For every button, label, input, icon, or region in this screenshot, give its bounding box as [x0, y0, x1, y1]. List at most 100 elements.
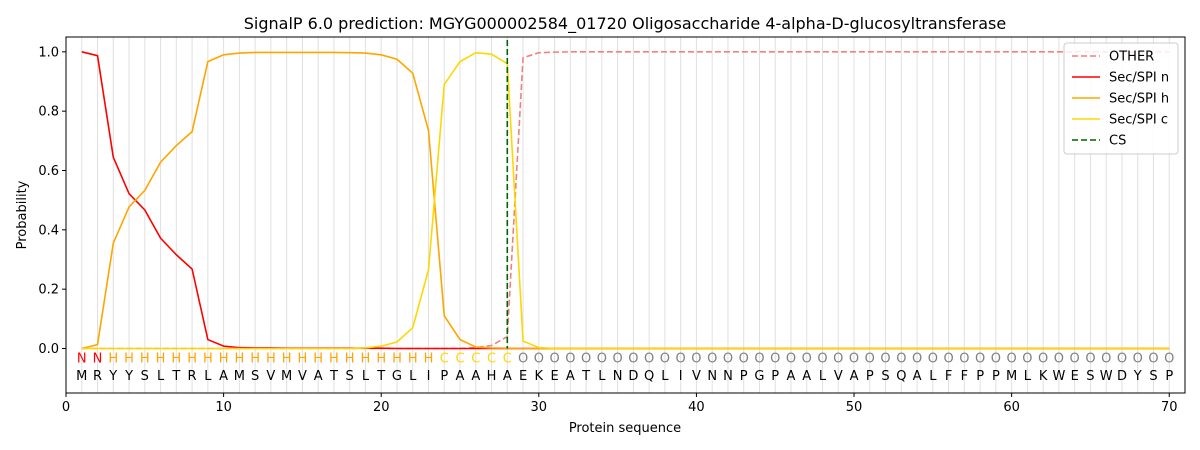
region-label: C: [487, 351, 496, 366]
residue-label: M: [1006, 369, 1017, 384]
residue-label: P: [771, 369, 779, 384]
region-label: O: [676, 351, 686, 366]
region-label: O: [991, 351, 1001, 366]
region-label: O: [975, 351, 985, 366]
region-label: N: [77, 351, 87, 366]
residue-label: S: [251, 369, 259, 384]
region-label: H: [329, 351, 339, 366]
x-tick-label: 60: [1003, 400, 1020, 415]
region-label: H: [187, 351, 197, 366]
region-label: H: [234, 351, 244, 366]
y-tick-label: 1.0: [38, 45, 59, 60]
x-tick-label: 10: [215, 400, 232, 415]
residue-label: A: [850, 369, 859, 384]
residue-label: P: [866, 369, 874, 384]
residue-label: S: [346, 369, 354, 384]
residue-label: P: [740, 369, 748, 384]
residue-label: V: [266, 369, 275, 384]
region-label: H: [424, 351, 434, 366]
residue-label: L: [1024, 369, 1032, 384]
residue-label: S: [1086, 369, 1094, 384]
residue-label: V: [692, 369, 701, 384]
residue-label: T: [329, 369, 338, 384]
residue-label: K: [535, 369, 544, 384]
region-label: H: [108, 351, 118, 366]
region-label: O: [613, 351, 623, 366]
region-label: C: [440, 351, 449, 366]
residue-label: A: [787, 369, 796, 384]
residue-label: T: [581, 369, 590, 384]
region-label: H: [376, 351, 386, 366]
residue-label: E: [550, 369, 558, 384]
residue-label: P: [1165, 369, 1173, 384]
chart-title: SignalP 6.0 prediction: MGYG000002584_01…: [244, 14, 1006, 34]
residue-label: T: [376, 369, 385, 384]
region-label: O: [943, 351, 953, 366]
region-label: O: [1101, 351, 1111, 366]
residue-label: W: [1052, 369, 1065, 384]
region-label: H: [361, 351, 371, 366]
y-axis-label: Probability: [15, 180, 30, 249]
region-label: O: [707, 351, 717, 366]
region-label: O: [597, 351, 607, 366]
region-label: O: [581, 351, 591, 366]
residue-label: A: [314, 369, 323, 384]
residue-label: V: [834, 369, 843, 384]
residue-label: Y: [108, 369, 117, 384]
region-label: O: [739, 351, 749, 366]
residue-label: D: [628, 369, 638, 384]
region-label: O: [880, 351, 890, 366]
region-label: H: [392, 351, 402, 366]
region-label: O: [1148, 351, 1158, 366]
residue-label: K: [1039, 369, 1048, 384]
region-label: O: [1038, 351, 1048, 366]
residue-label: L: [661, 369, 669, 384]
region-label: C: [471, 351, 480, 366]
region-label: H: [250, 351, 260, 366]
region-label: O: [1007, 351, 1017, 366]
region-label: H: [408, 351, 418, 366]
region-label: O: [1164, 351, 1174, 366]
legend-label: Sec/SPI h: [1109, 92, 1169, 107]
region-label: O: [959, 351, 969, 366]
residue-label: R: [93, 369, 102, 384]
region-label: O: [896, 351, 906, 366]
region-label: H: [298, 351, 308, 366]
series-layer: [81, 40, 1170, 350]
grid-layer: [81, 37, 1170, 393]
residue-label: L: [204, 369, 212, 384]
region-label: H: [219, 351, 229, 366]
ticks-layer: 0 10 20 30 40 50 60 70 0.0 0.2 0.4 0.6 0.8 1.0: [38, 45, 1177, 415]
residue-label: N: [613, 369, 623, 384]
region-label: O: [817, 351, 827, 366]
region-label: O: [518, 351, 528, 366]
region-label: O: [565, 351, 575, 366]
region-label: H: [140, 351, 150, 366]
region-label: H: [345, 351, 355, 366]
residue-label: L: [929, 369, 937, 384]
region-label: H: [156, 351, 166, 366]
residue-label: R: [188, 369, 197, 384]
region-label: H: [203, 351, 213, 366]
region-label: O: [1054, 351, 1064, 366]
y-tick-label: 0.0: [38, 342, 59, 357]
region-label: O: [660, 351, 670, 366]
legend-label: Sec/SPI n: [1109, 71, 1169, 86]
region-label: O: [628, 351, 638, 366]
residue-label: S: [881, 369, 889, 384]
residue-label: P: [440, 369, 448, 384]
residue-label: V: [298, 369, 307, 384]
residue-label: Q: [896, 369, 906, 384]
region-label: O: [786, 351, 796, 366]
region-label: O: [534, 351, 544, 366]
residue-label: L: [409, 369, 417, 384]
y-tick-label: 0.2: [38, 283, 59, 298]
residue-label: L: [362, 369, 370, 384]
residue-label: A: [471, 369, 480, 384]
x-tick-label: 30: [531, 400, 548, 415]
region-label: O: [865, 351, 875, 366]
region-label: O: [723, 351, 733, 366]
region-label: H: [282, 351, 292, 366]
region-label: H: [124, 351, 134, 366]
region-label: O: [549, 351, 559, 366]
